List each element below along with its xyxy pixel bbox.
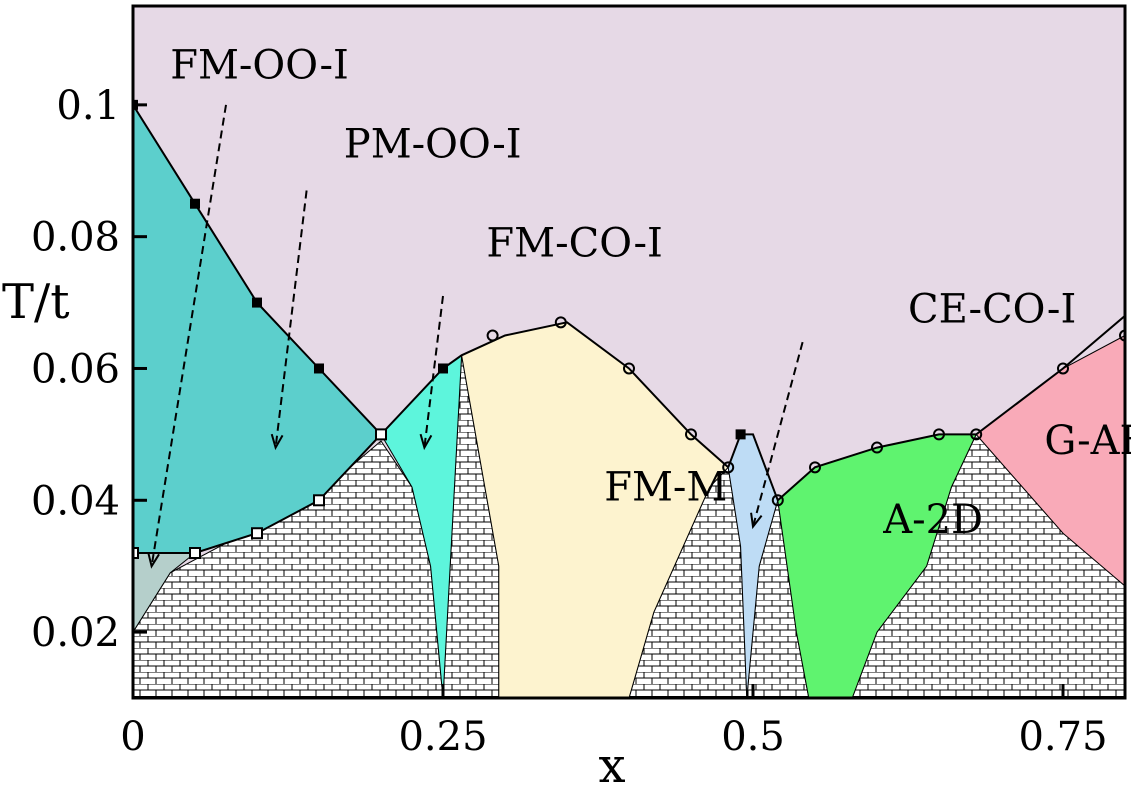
open-circle-marker-5 [771, 494, 784, 507]
arrow-3 [750, 341, 804, 530]
region-label-g-af: G-AF [1044, 418, 1131, 464]
plot-frame [131, 4, 1127, 700]
y-tick-label-0: 0.02 [31, 610, 120, 656]
y-axis-label: T/t [2, 274, 69, 330]
arrow-1 [270, 190, 308, 451]
open-square-marker-2 [251, 527, 263, 540]
open-circle-marker-0 [486, 329, 499, 342]
regions-layer [133, 103, 1125, 698]
open-circle-marker-1 [554, 316, 567, 329]
open-circle-marker-6 [809, 461, 821, 474]
filled-square-marker-3 [314, 363, 324, 374]
x-tick-label-3: 0.75 [1018, 714, 1107, 760]
open-circle-marker-7 [871, 441, 883, 454]
x-tick-label-0: 0 [120, 714, 145, 760]
x-tick-label-1: 0.25 [398, 714, 487, 760]
open-square-marker-1 [189, 547, 201, 560]
open-circle-marker-8 [933, 428, 945, 441]
region-label-pm-oo-i: PM-OO-I [344, 122, 522, 168]
region-label-a-2d: A-2D [882, 497, 983, 543]
region-label-ce-co-i: CE-CO-I [908, 286, 1076, 332]
open-circle-marker-11 [1119, 329, 1125, 342]
open-circle-marker-10 [1057, 362, 1069, 375]
y-tick-label-3: 0.08 [31, 215, 120, 261]
x-axis-ticks: 0 0.25 0.5 0.75 [120, 684, 1108, 760]
y-tick-label-2: 0.06 [31, 346, 120, 392]
open-square-marker-0 [133, 547, 139, 560]
open-circle-marker-4 [722, 461, 735, 474]
open-circle-marker-9 [970, 428, 983, 441]
filled-square-marker-2 [252, 297, 262, 308]
arrows-layer [147, 104, 804, 569]
open-circle-marker-3 [685, 428, 697, 441]
region-label-fm-m: FM-M [604, 464, 727, 510]
filled-square-marker-5 [735, 429, 746, 440]
open-square-marker-3 [313, 494, 325, 507]
region-label-fm-co-i: FM-CO-I [486, 220, 662, 266]
open-square-marker-4 [375, 428, 387, 441]
boundary-line-2 [727, 315, 1125, 503]
arrow-0 [147, 104, 227, 569]
filled-square-marker-4 [438, 363, 448, 374]
region-label-fm-oo-i: FM-OO-I [170, 42, 349, 88]
filled-square-marker-1 [190, 198, 200, 209]
arrow-2 [419, 295, 444, 451]
y-tick-label-1: 0.04 [31, 478, 120, 524]
y-axis-ticks: 0.02 0.04 0.06 0.08 0.1 [31, 83, 147, 656]
x-axis-label: x [598, 738, 625, 785]
region-labels: FM-OO-I PM-OO-I FM-CO-I CE-CO-I FM-M A-2D G-AF [170, 42, 1131, 543]
x-tick-label-2: 0.5 [721, 714, 785, 760]
open-circle-marker-2 [623, 362, 635, 375]
y-tick-label-4: 0.1 [56, 83, 120, 129]
